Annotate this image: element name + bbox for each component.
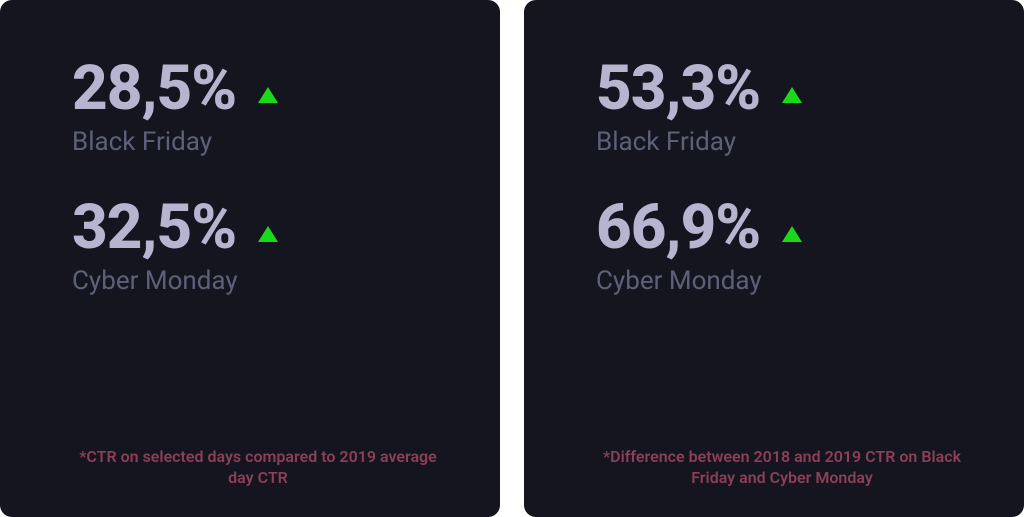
stat-value: 66,9% (596, 195, 760, 260)
card-footnote: *CTR on selected days compared to 2019 a… (72, 426, 444, 489)
stat-block: 53,3% Black Friday (596, 56, 968, 157)
stat-value-row: 32,5% (72, 195, 444, 260)
stat-label: Cyber Monday (72, 266, 444, 296)
stat-label: Black Friday (596, 127, 968, 157)
stat-label: Black Friday (72, 127, 444, 157)
stat-value: 32,5% (72, 195, 236, 260)
stat-value-row: 53,3% (596, 56, 968, 121)
trend-up-icon (782, 87, 802, 103)
stats-card-right: 53,3% Black Friday 66,9% Cyber Monday *D… (524, 0, 1024, 517)
trend-up-icon (258, 226, 278, 242)
cards-container: 28,5% Black Friday 32,5% Cyber Monday *C… (0, 0, 1024, 517)
stat-block: 66,9% Cyber Monday (596, 195, 968, 296)
trend-up-icon (782, 226, 802, 242)
card-footnote: *Difference between 2018 and 2019 CTR on… (596, 426, 968, 489)
stat-value: 53,3% (596, 56, 760, 121)
trend-up-icon (258, 87, 278, 103)
stats-card-left: 28,5% Black Friday 32,5% Cyber Monday *C… (0, 0, 500, 517)
stat-value-row: 28,5% (72, 56, 444, 121)
stat-block: 32,5% Cyber Monday (72, 195, 444, 296)
stat-label: Cyber Monday (596, 266, 968, 296)
stat-value-row: 66,9% (596, 195, 968, 260)
stat-block: 28,5% Black Friday (72, 56, 444, 157)
stat-value: 28,5% (72, 56, 236, 121)
